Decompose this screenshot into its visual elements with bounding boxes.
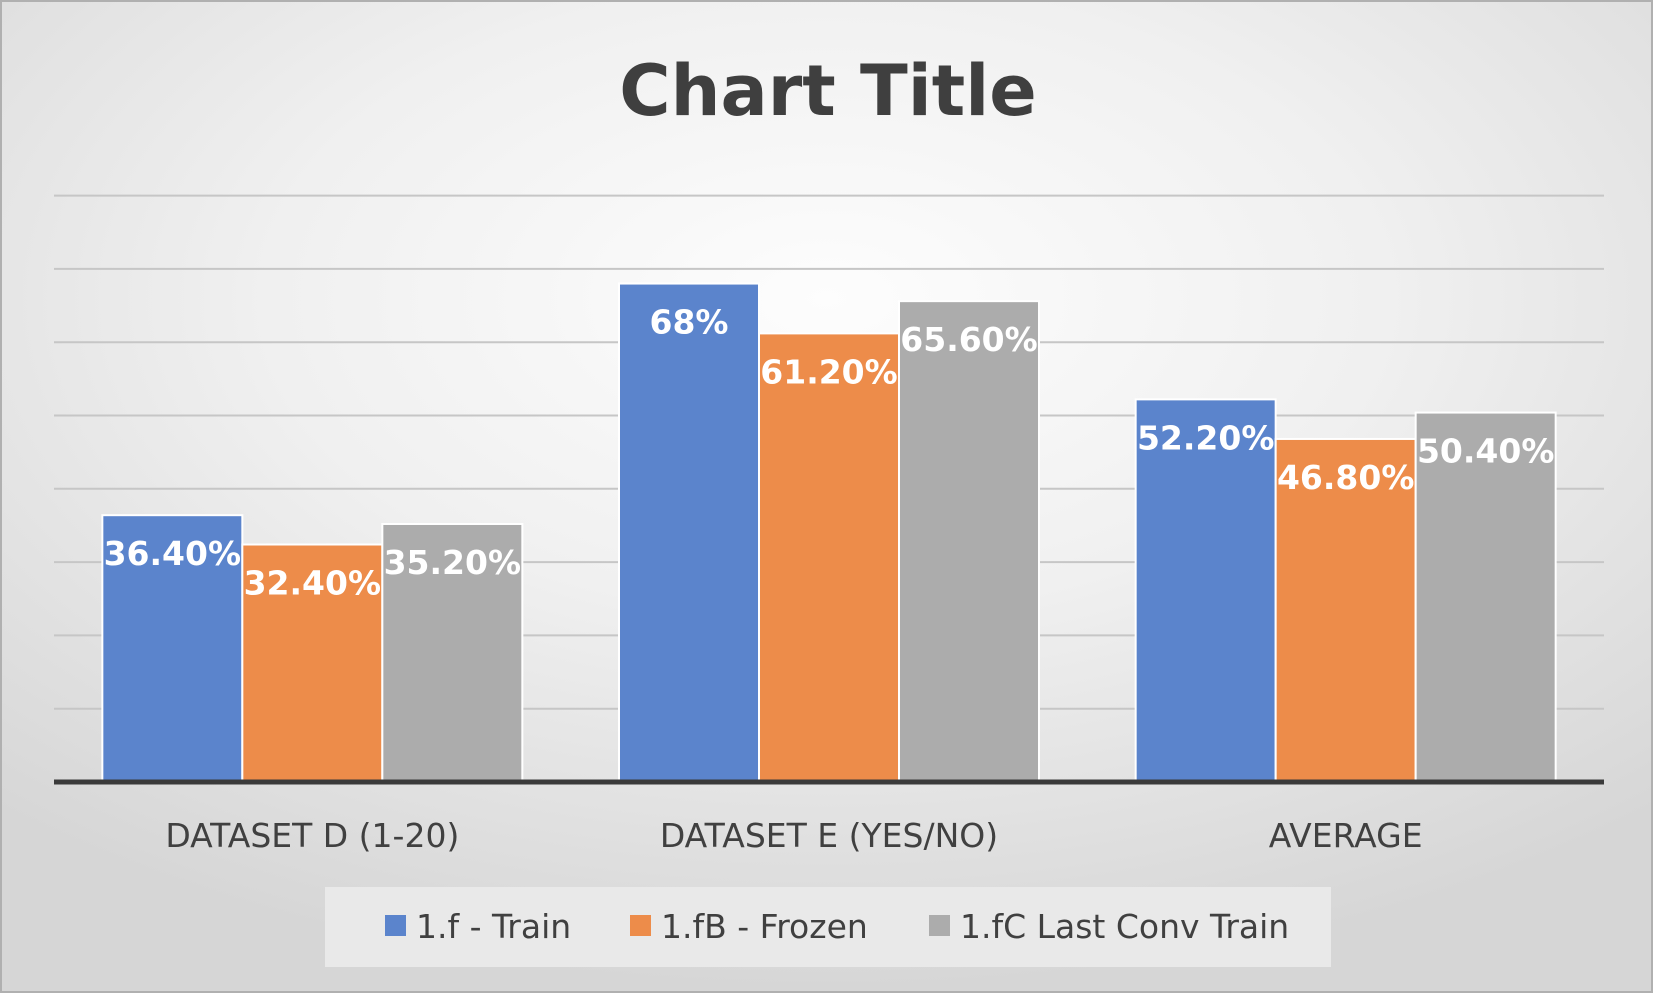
bars (101, 282, 1557, 783)
legend-box (325, 887, 1331, 967)
legend-swatch (929, 915, 950, 936)
data-label: 68% (650, 303, 729, 342)
bar (1274, 437, 1417, 783)
bar (898, 300, 1040, 783)
bar (618, 282, 760, 783)
data-label: 61.20% (760, 352, 897, 391)
bar (381, 522, 524, 783)
bar (241, 543, 384, 783)
category-label: AVERAGE (1269, 816, 1423, 855)
data-label: 65.60% (900, 320, 1037, 359)
legend-label: 1.fB - Frozen (661, 907, 868, 946)
legend-label: 1.f - Train (416, 907, 571, 946)
data-label: 50.40% (1417, 432, 1554, 471)
legend: 1.f - Train 1.fB - Frozen 1.fC Last Conv T… (325, 887, 1331, 967)
chart-title: Chart Title (619, 50, 1036, 132)
data-label: 32.40% (244, 564, 381, 603)
category-label: DATASET E (YES/NO) (660, 816, 998, 855)
category-labels: DATASET D (1-20) DATASET E (YES/NO) AVERAG… (165, 816, 1422, 855)
data-label: 52.20% (1137, 418, 1274, 457)
bar (1134, 398, 1277, 783)
legend-swatch (385, 915, 406, 936)
legend-label: 1.fC Last Conv Train (960, 907, 1289, 946)
data-label: 36.40% (104, 534, 241, 573)
bar (758, 332, 900, 783)
bar (101, 514, 244, 783)
data-label: 46.80% (1277, 458, 1414, 497)
legend-swatch (630, 915, 651, 936)
data-labels: 36.40%32.40%35.20% 68% 61.20%65.60% 52.20%4… (104, 303, 1555, 603)
data-label: 35.20% (384, 543, 521, 582)
category-label: DATASET D (1-20) (165, 816, 459, 855)
